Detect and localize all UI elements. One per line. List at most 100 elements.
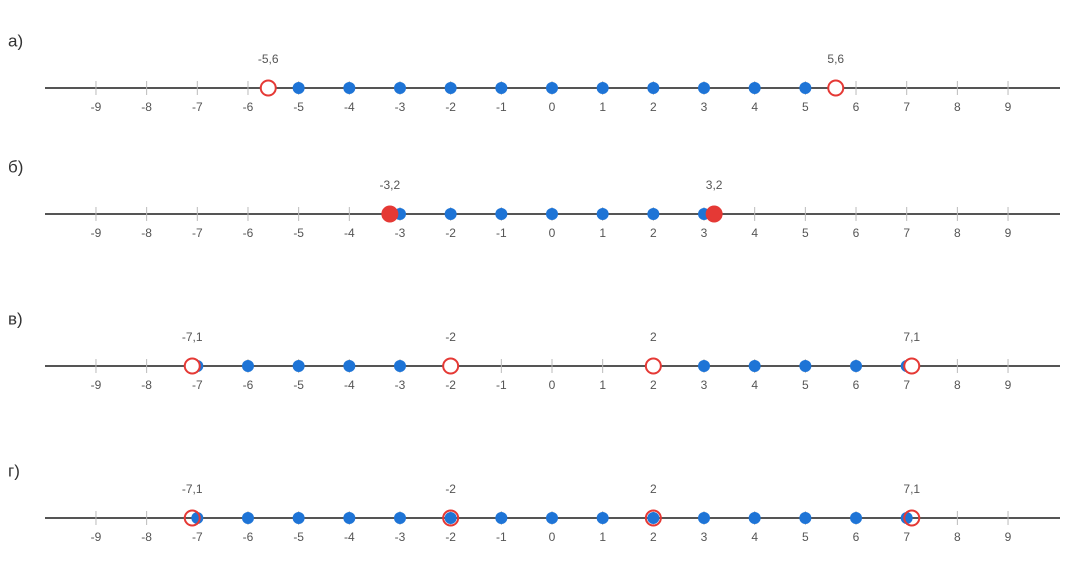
marked-point: [644, 357, 662, 375]
tick-label: 1: [599, 226, 606, 240]
tick-label: -2: [445, 100, 456, 114]
marked-point: [442, 509, 460, 527]
tick-label: -6: [243, 226, 254, 240]
tick-label: 4: [751, 100, 758, 114]
point: [647, 512, 660, 524]
tick-label: -6: [243, 100, 254, 114]
point: [596, 82, 609, 94]
point: [799, 82, 812, 94]
point: [799, 360, 812, 372]
point: [596, 512, 609, 524]
marked-label: -5,6: [258, 52, 279, 66]
marked-label: 2: [650, 482, 657, 496]
tick-label: 3: [701, 378, 708, 392]
point: [698, 82, 711, 94]
point: [495, 208, 508, 220]
tick-label: 2: [650, 226, 657, 240]
tick-label: 2: [650, 530, 657, 544]
tick-label: 9: [1005, 530, 1012, 544]
tick-label: -1: [496, 226, 507, 240]
row-label: г): [8, 461, 20, 480]
point: [343, 512, 356, 524]
tick-label: 8: [954, 100, 961, 114]
tick-label: 6: [853, 378, 860, 392]
tick-label: -8: [141, 530, 152, 544]
tick-label: -4: [344, 226, 355, 240]
marked-label: 3,2: [706, 178, 723, 192]
tick-label: 6: [853, 530, 860, 544]
point: [748, 360, 761, 372]
tick-label: 0: [549, 100, 556, 114]
point: [444, 208, 457, 220]
tick-label: -5: [293, 378, 304, 392]
tick-label: 8: [954, 378, 961, 392]
marked-label: -2: [445, 482, 456, 496]
row-label: а): [8, 31, 23, 50]
tick-label: 0: [549, 378, 556, 392]
tick-label: 0: [549, 530, 556, 544]
marked-point: [903, 357, 921, 375]
point: [444, 82, 457, 94]
tick-label: -7: [192, 100, 203, 114]
tick-label: 1: [599, 100, 606, 114]
marked-label: -7,1: [182, 330, 203, 344]
marked-label: 5,6: [827, 52, 844, 66]
point: [292, 512, 305, 524]
marked-point: [259, 79, 277, 97]
tick-label: -3: [395, 530, 406, 544]
tick-label: -2: [445, 226, 456, 240]
point: [698, 360, 711, 372]
marked-point: [442, 357, 460, 375]
point: [647, 82, 660, 94]
tick-label: -5: [293, 530, 304, 544]
tick-label: -7: [192, 226, 203, 240]
tick-label: -1: [496, 530, 507, 544]
tick-label: -8: [141, 378, 152, 392]
tick-label: -8: [141, 226, 152, 240]
point: [343, 82, 356, 94]
point: [748, 512, 761, 524]
tick-label: -9: [91, 226, 102, 240]
row-label: б): [8, 157, 23, 176]
tick-label: -8: [141, 100, 152, 114]
tick-label: 7: [903, 530, 910, 544]
tick-label: 5: [802, 530, 809, 544]
marked-point: [903, 509, 921, 527]
tick-label: -3: [395, 378, 406, 392]
tick-label: 2: [650, 378, 657, 392]
point: [546, 208, 558, 220]
marked-label: -7,1: [182, 482, 203, 496]
tick-label: 4: [751, 530, 758, 544]
tick-label: 7: [903, 378, 910, 392]
tick-label: 5: [802, 378, 809, 392]
tick-label: -4: [344, 530, 355, 544]
tick-label: 5: [802, 226, 809, 240]
tick-label: 9: [1005, 378, 1012, 392]
point: [850, 512, 863, 524]
tick-label: 3: [701, 100, 708, 114]
tick-label: -2: [445, 530, 456, 544]
point: [799, 512, 812, 524]
tick-label: 7: [903, 226, 910, 240]
tick-label: -4: [344, 100, 355, 114]
tick-label: 8: [954, 530, 961, 544]
marked-point: [381, 205, 399, 223]
point: [546, 82, 558, 94]
tick-label: 7: [903, 100, 910, 114]
point: [900, 512, 913, 524]
tick-label: -7: [192, 378, 203, 392]
tick-label: 9: [1005, 100, 1012, 114]
tick-label: -5: [293, 100, 304, 114]
point: [191, 512, 204, 524]
tick-label: 4: [751, 378, 758, 392]
tick-label: 3: [701, 530, 708, 544]
marked-point: [183, 509, 201, 527]
tick-label: -6: [243, 378, 254, 392]
point: [393, 512, 406, 524]
point: [748, 82, 761, 94]
tick-label: 6: [853, 226, 860, 240]
point: [444, 512, 457, 524]
tick-label: -6: [243, 530, 254, 544]
tick-label: -4: [344, 378, 355, 392]
